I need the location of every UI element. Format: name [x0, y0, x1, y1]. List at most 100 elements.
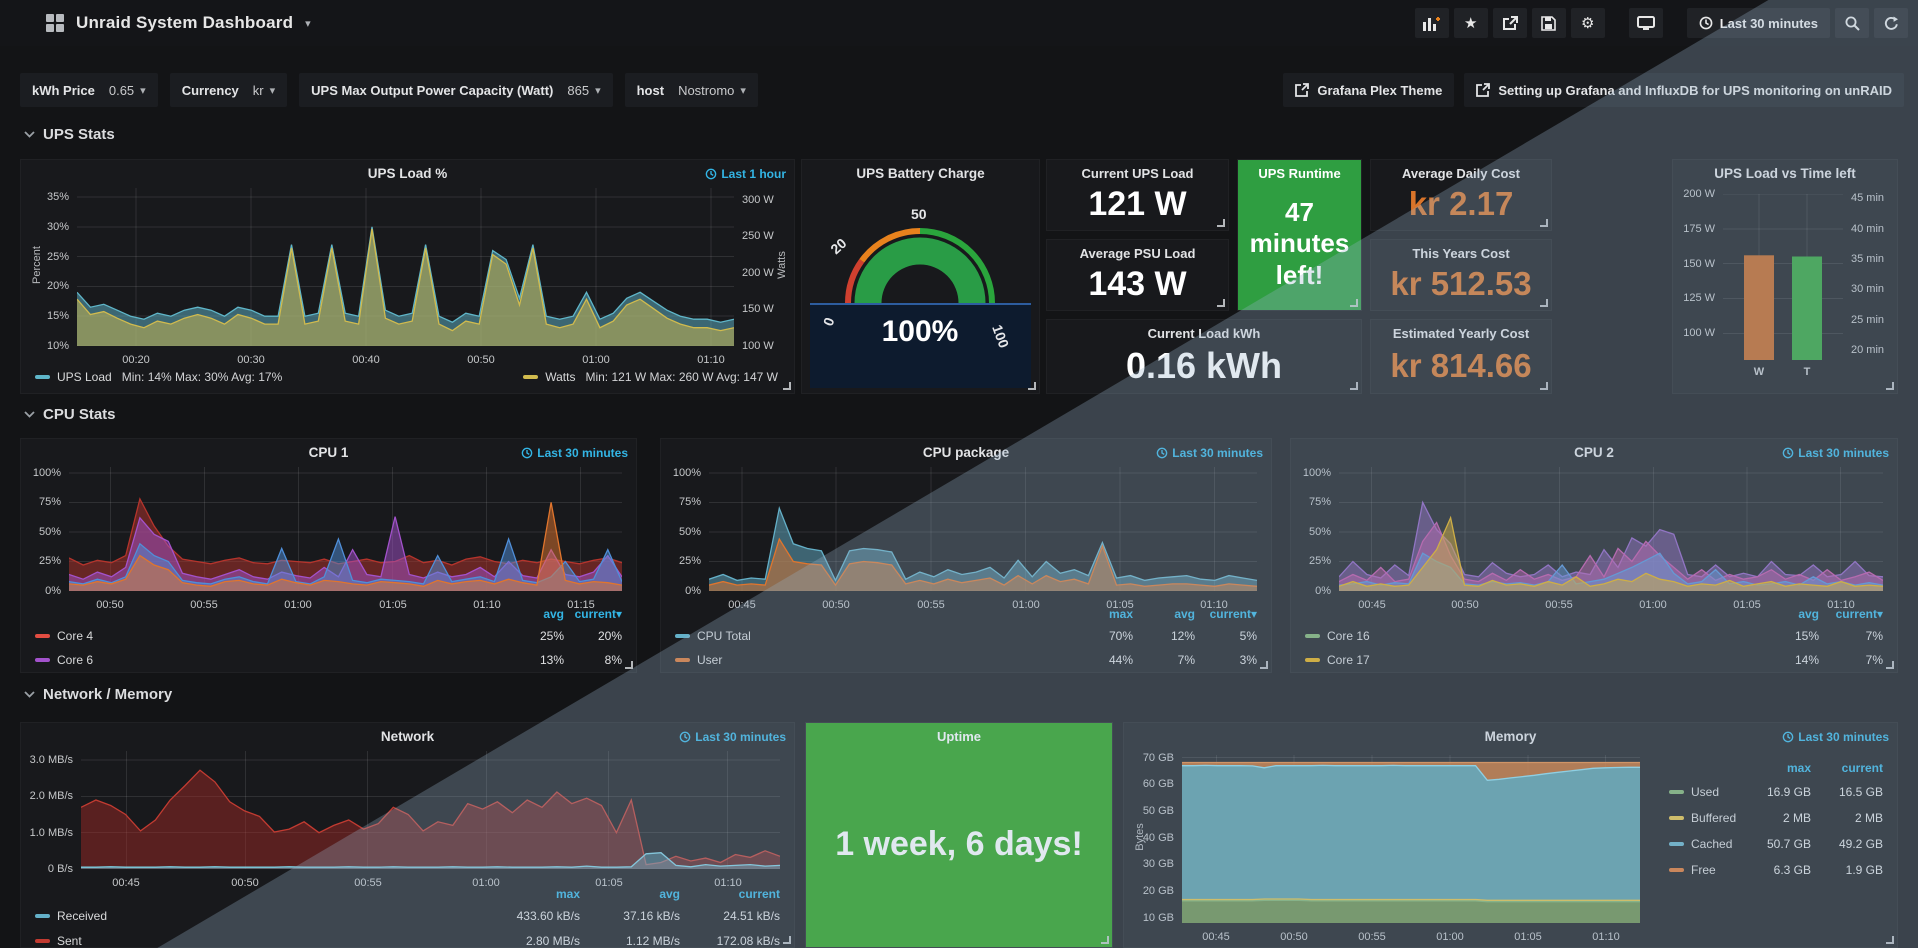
y-axis-tick-label: 0 B/s [47, 863, 73, 875]
refresh-button[interactable] [1874, 8, 1908, 38]
settings-button[interactable]: ⚙ [1570, 8, 1605, 38]
legend-series-name[interactable]: Buffered [1691, 811, 1737, 825]
panel-title[interactable]: UPS Load % [367, 166, 448, 181]
legend-row: Buffered 2 MB 2 MB [1669, 811, 1883, 825]
variable-host[interactable]: host Nostromo ▾ [624, 73, 758, 107]
legend-series-name[interactable]: Core 17 [1327, 653, 1370, 667]
clock-icon [1156, 447, 1168, 459]
stat-panel-title[interactable]: Estimated Yearly Cost [1392, 326, 1530, 341]
legend-swatch [675, 658, 690, 662]
zoom-out-button[interactable] [1835, 8, 1869, 38]
legend-value: 25% [539, 629, 564, 643]
time-range-button[interactable]: Last 30 minutes [1686, 8, 1830, 38]
x-axis-tick-label: 00:30 [237, 354, 265, 366]
legend-column-header[interactable]: current▾ [1835, 607, 1883, 621]
stat-panel-title[interactable]: UPS Runtime [1258, 166, 1341, 181]
legend-series-name[interactable]: UPS Load [57, 370, 112, 384]
legend-series-name[interactable]: Cached [1691, 837, 1733, 851]
x-axis-tick-label: 01:15 [567, 599, 595, 611]
stat-panel-title[interactable]: Current UPS Load [1081, 166, 1194, 181]
panel-title[interactable]: Network [380, 729, 435, 744]
legend-column-header[interactable]: current▾ [574, 607, 622, 621]
chart-plot-area[interactable] [68, 467, 623, 592]
legend-column-header[interactable]: max [555, 887, 580, 901]
add-panel-button[interactable] [1414, 8, 1449, 38]
y-axis-right-tick-label: 300 W [742, 194, 774, 206]
variable-kwh-price[interactable]: kWh Price 0.65 ▾ [20, 73, 158, 107]
legend-column-header[interactable]: avg [1174, 607, 1195, 621]
legend-item[interactable]: UPS Load Min: 14% Max: 30% Avg: 17% [35, 370, 282, 384]
panel-cpu-package: CPU package Last 30 minutes 100% 75% 50% 25% 0… [660, 438, 1272, 673]
legend-series-name[interactable]: CPU Total [697, 629, 751, 643]
legend-row: Used 16.9 GB 16.5 GB [1669, 785, 1883, 799]
panel-title[interactable]: UPS Battery Charge [856, 166, 985, 181]
legend-column-header[interactable]: current [1841, 761, 1883, 775]
link-grafana-influxdb-guide[interactable]: Setting up Grafana and InfluxDB for UPS … [1464, 73, 1904, 107]
svg-text:0: 0 [820, 315, 838, 328]
stat-panel-title[interactable]: This Years Cost [1412, 246, 1510, 261]
legend-series-name[interactable]: Used [1691, 785, 1720, 799]
bar-chart-plot-area[interactable] [1723, 193, 1843, 362]
y-axis-right-tick-label: 200 W [742, 267, 774, 279]
section-cpu-stats[interactable]: CPU Stats [24, 406, 116, 423]
legend-column-header[interactable]: max [1786, 761, 1811, 775]
panel-title[interactable]: UPS Load vs Time left [1714, 166, 1856, 181]
legend-column-header[interactable]: avg [1798, 607, 1819, 621]
legend-column-header[interactable]: avg [659, 887, 680, 901]
chart-plot-area[interactable] [1338, 467, 1884, 592]
link-grafana-plex-theme[interactable]: Grafana Plex Theme [1283, 73, 1455, 107]
legend-series-name[interactable]: Core 6 [57, 653, 94, 667]
save-button[interactable] [1531, 8, 1566, 38]
y-axis-tick-label: 3.0 MB/s [29, 754, 73, 766]
variable-currency[interactable]: Currency kr ▾ [169, 73, 288, 107]
stat-panel-title[interactable]: Uptime [936, 729, 982, 744]
legend-series-name[interactable]: Core 16 [1327, 629, 1370, 643]
stat-panel-title[interactable]: Average Daily Cost [1401, 166, 1520, 181]
legend-row: Received 433.60 kB/s 37.16 kB/s 24.51 kB/s [35, 909, 780, 923]
legend-column-header[interactable]: current▾ [1209, 607, 1257, 621]
dashboard-title[interactable]: Unraid System Dashboard [76, 13, 294, 32]
y-axis-tick-label: 20% [46, 280, 69, 292]
legend-column-header[interactable]: current [738, 887, 780, 901]
legend-series-name[interactable]: Sent [57, 934, 82, 948]
legend-swatch [1669, 842, 1684, 846]
x-axis-tick-label: 01:00 [582, 354, 610, 366]
legend-series-name[interactable]: Watts [545, 370, 576, 384]
star-icon: ★ [1464, 15, 1478, 32]
stat-panel-title[interactable]: Current Load kWh [1147, 326, 1261, 341]
legend-series-name[interactable]: Core 4 [57, 629, 94, 643]
y-axis-tick-label: 100% [32, 467, 61, 479]
section-network-memory[interactable]: Network / Memory [24, 686, 172, 703]
stat-panel-title[interactable]: Average PSU Load [1079, 246, 1196, 261]
legend-series-name[interactable]: Received [57, 909, 108, 923]
panel-title[interactable]: CPU 1 [308, 445, 349, 460]
share-button[interactable] [1492, 8, 1527, 38]
y-axis-right-tick-label: 45 min [1851, 192, 1885, 204]
title-caret-icon[interactable]: ▾ [305, 17, 311, 30]
legend-column-header[interactable]: avg [543, 607, 564, 621]
legend-swatch [675, 634, 690, 638]
y-axis-tick-label: 35% [46, 191, 69, 203]
chart-plot-area[interactable] [80, 751, 781, 870]
legend-item[interactable]: Watts Min: 121 W Max: 260 W Avg: 147 W [523, 370, 778, 384]
tv-mode-button[interactable] [1628, 8, 1663, 38]
legend-series-name[interactable]: Free [1691, 863, 1716, 877]
panel-time-range-badge: Last 30 minutes [521, 446, 628, 460]
legend-column-header[interactable]: max [1108, 607, 1133, 621]
chart-plot-area[interactable] [1182, 755, 1640, 923]
star-button[interactable]: ★ [1453, 8, 1488, 38]
x-axis-tick-label: 01:00 [284, 599, 312, 611]
dashboards-grid-icon[interactable] [46, 14, 64, 32]
variable-ups-max-output[interactable]: UPS Max Output Power Capacity (Watt) 865… [299, 73, 613, 107]
stat-panel-value: 47 minutes left! [1249, 197, 1350, 290]
y-axis-tick-label: 100% [1302, 467, 1331, 479]
chart-plot-area[interactable] [76, 188, 735, 347]
chart-plot-area[interactable] [708, 467, 1258, 592]
x-axis-tick-label: 00:50 [822, 599, 850, 611]
stat-panel-value: kr 2.17 [1408, 185, 1514, 223]
section-ups-stats[interactable]: UPS Stats [24, 126, 115, 143]
legend-series-name[interactable]: User [697, 653, 723, 667]
panel-title[interactable]: CPU package [922, 445, 1010, 460]
panel-title[interactable]: CPU 2 [1574, 445, 1614, 460]
panel-title[interactable]: Memory [1484, 729, 1537, 744]
